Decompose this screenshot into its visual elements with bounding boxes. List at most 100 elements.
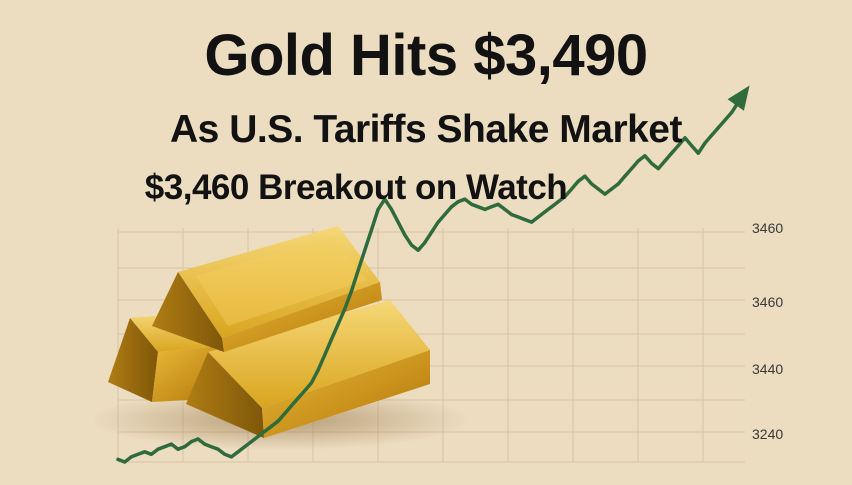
price-point [449, 205, 454, 209]
price-point [503, 207, 507, 211]
headline-subtitle: As U.S. Tariffs Shake Market [170, 108, 682, 151]
y-tick-label: 3240 [752, 426, 783, 442]
price-point [596, 187, 600, 191]
price-point [363, 248, 367, 252]
price-point [650, 161, 654, 165]
price-point [730, 110, 734, 114]
price-point [243, 445, 247, 449]
price-point [576, 179, 580, 183]
price-point [670, 151, 674, 155]
price-point [496, 202, 500, 206]
up-arrow-icon [727, 85, 750, 111]
price-point [456, 200, 460, 204]
price-point [690, 144, 694, 148]
price-point [530, 220, 534, 224]
price-point [543, 210, 547, 214]
price-point [616, 182, 620, 186]
price-point [143, 450, 147, 454]
price-point [296, 396, 300, 400]
price-point [696, 151, 700, 155]
price-point [550, 205, 554, 209]
price-point [523, 218, 527, 222]
price-point [236, 450, 240, 454]
y-tick-label: 3440 [752, 361, 783, 377]
price-point [683, 136, 687, 140]
price-point [343, 307, 347, 311]
price-point [323, 353, 327, 357]
price-point [336, 322, 340, 326]
price-point [356, 269, 360, 273]
price-point [223, 452, 227, 456]
price-point [256, 434, 260, 439]
price-point [409, 243, 414, 247]
y-tick-label: 3460 [752, 294, 783, 310]
price-point [389, 207, 394, 211]
price-point [303, 389, 307, 393]
price-point [676, 144, 680, 148]
price-point [123, 460, 127, 464]
price-point [116, 457, 120, 461]
price-point [283, 411, 287, 416]
price-point [203, 442, 207, 446]
price-point [469, 202, 474, 206]
price-point [329, 337, 333, 342]
price-point [416, 248, 420, 252]
price-point [723, 118, 727, 122]
price-point [643, 154, 647, 158]
price-point [229, 455, 233, 459]
price-point [129, 455, 133, 459]
price-point [376, 207, 380, 211]
price-point [309, 381, 313, 385]
price-point [656, 167, 660, 171]
price-point [563, 195, 567, 199]
price-point [463, 197, 467, 201]
price-point [429, 230, 434, 234]
price-point [396, 220, 400, 224]
price-point [316, 368, 320, 372]
price-point [630, 167, 634, 171]
y-axis-ticks: 3460 3460 3440 3240 [752, 220, 783, 442]
price-point [509, 212, 514, 217]
price-point [483, 207, 487, 211]
price-point [489, 205, 494, 209]
price-point [136, 452, 140, 456]
price-point [623, 174, 627, 178]
price-point [263, 429, 267, 433]
price-point [590, 182, 594, 186]
y-tick-label: 3460 [752, 220, 783, 236]
price-point [276, 419, 280, 423]
price-point [189, 440, 193, 444]
price-point [423, 241, 427, 245]
price-point [516, 215, 520, 219]
price-point [216, 447, 220, 451]
price-point [603, 192, 607, 196]
price-point [183, 445, 187, 449]
price-point [743, 90, 747, 94]
price-point [289, 404, 293, 408]
price-point [403, 233, 407, 237]
price-point [176, 447, 180, 451]
price-point [269, 424, 273, 428]
price-point [443, 212, 447, 217]
price-point [583, 174, 587, 178]
price-point [349, 289, 354, 293]
price-points [116, 90, 747, 464]
price-point [636, 159, 640, 163]
price-point [570, 187, 574, 191]
price-point [716, 126, 720, 130]
price-point [476, 205, 480, 209]
headline-tagline: $3,460 Breakout on Watch [144, 168, 568, 207]
price-point [663, 159, 667, 163]
headline-title: Gold Hits $3,490 [204, 23, 648, 88]
price-point [169, 442, 173, 446]
price-point [710, 133, 714, 137]
price-point [209, 445, 213, 449]
price-point [149, 452, 153, 456]
price-point [556, 200, 560, 204]
price-point [703, 141, 707, 145]
price-point [436, 220, 440, 224]
price-point [249, 440, 253, 444]
price-point [610, 187, 614, 191]
